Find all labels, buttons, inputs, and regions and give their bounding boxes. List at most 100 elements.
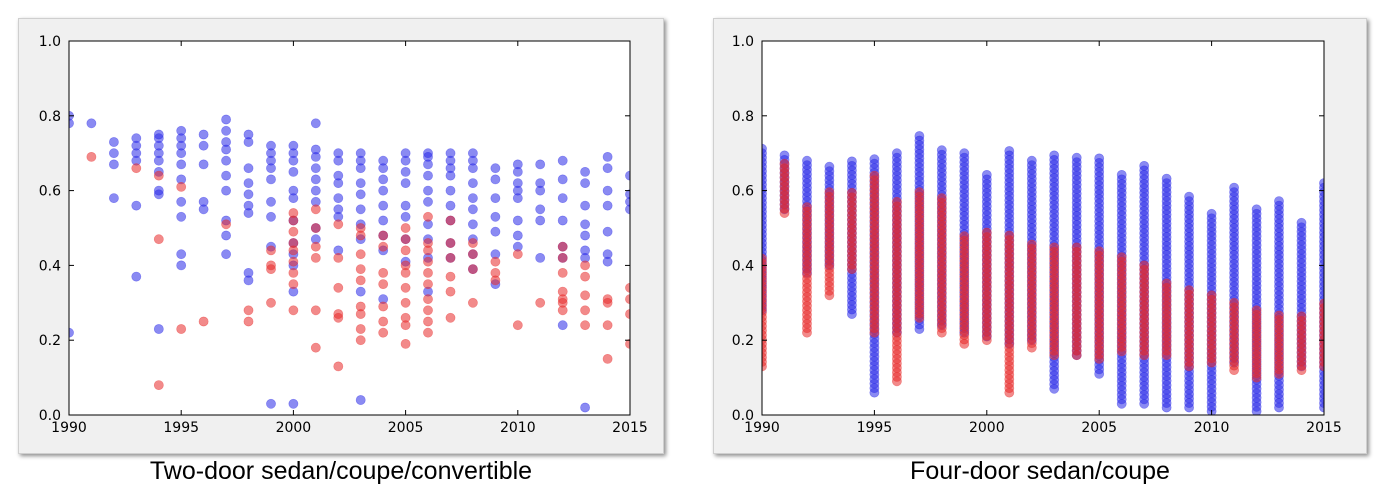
point-blue (266, 398, 276, 409)
point-blue (221, 114, 231, 125)
scatter-plot-four-door: 1990 1995 2000 2005 2010 2015 0.0 0.2 0.4 0.6 0.8 1… (732, 34, 1342, 436)
point-red (355, 275, 366, 286)
point-blue (936, 145, 947, 156)
point-red (333, 252, 344, 263)
point-blue (580, 230, 590, 241)
point-blue (625, 204, 630, 215)
y-tick-label: 0.0 (39, 408, 61, 424)
point-red (400, 297, 411, 308)
point-blue (243, 178, 254, 188)
point-blue (467, 178, 478, 188)
point-blue (535, 204, 546, 215)
point-blue (288, 193, 299, 203)
point-blue (580, 219, 590, 230)
point-red (423, 305, 433, 316)
point-red (1251, 305, 1262, 316)
point-blue (1229, 182, 1239, 193)
point-red (153, 234, 164, 245)
point-red (602, 297, 613, 308)
x-tick-label: 2000 (276, 420, 312, 436)
point-blue (490, 211, 501, 222)
point-red (310, 223, 321, 233)
point-red (153, 170, 164, 181)
point-blue (176, 148, 187, 159)
y-tick-label: 0.4 (39, 258, 61, 274)
point-blue (400, 178, 411, 188)
point-blue (512, 215, 523, 226)
point-red (580, 320, 590, 331)
point-blue (580, 166, 590, 177)
point-red (355, 335, 366, 346)
point-blue (580, 402, 590, 413)
point-blue (198, 129, 209, 140)
point-blue (153, 189, 164, 200)
point-blue (109, 193, 119, 203)
point-red (445, 252, 456, 263)
point-blue (1206, 208, 1217, 219)
point-red (310, 204, 321, 215)
point-red (378, 267, 389, 278)
plot-area (762, 41, 1324, 415)
point-blue (914, 131, 925, 141)
point-blue (423, 170, 433, 181)
point-red (288, 215, 299, 226)
point-red (378, 279, 389, 289)
y-tick-label: 0.8 (39, 109, 61, 125)
point-red (1116, 252, 1127, 263)
x-tick-label: 2005 (388, 420, 424, 436)
point-blue (1116, 169, 1127, 180)
point-blue (221, 155, 231, 166)
x-tick-label: 1990 (744, 420, 780, 436)
point-blue (557, 155, 568, 166)
point-blue (869, 154, 880, 165)
scatter-plot-two-door: 1990 1995 2000 2005 2010 2015 0.0 0.2 0.4 0.6 0.8 1… (39, 34, 648, 436)
caption-two-door: Two-door sedan/coupe/convertible (149, 457, 533, 485)
point-red (602, 353, 613, 364)
point-red (1184, 285, 1194, 295)
point-red (423, 316, 433, 327)
point-blue (288, 166, 299, 177)
point-blue (423, 159, 433, 170)
point-blue (176, 260, 187, 271)
point-red (288, 279, 299, 289)
point-blue (602, 151, 613, 162)
point-blue (355, 178, 366, 188)
point-blue (1274, 196, 1284, 206)
point-red (266, 245, 276, 256)
point-red (288, 267, 299, 278)
point-blue (1049, 150, 1060, 161)
point-red (378, 316, 389, 327)
point-red (625, 294, 630, 304)
point-blue (109, 137, 119, 147)
chart-panel-four-door: 1990 1995 2000 2005 2010 2015 0.0 0.2 0.4 0.6 0.8 1… (713, 18, 1367, 454)
y-tick-label: 0.2 (732, 333, 754, 349)
plot-frame (68, 40, 631, 416)
point-blue (891, 148, 902, 159)
point-blue (176, 249, 187, 260)
point-blue (198, 159, 209, 170)
point-red (266, 264, 276, 274)
point-blue (243, 275, 254, 286)
point-blue (445, 200, 456, 211)
point-blue (1296, 217, 1307, 228)
point-red (535, 297, 546, 308)
point-red (333, 219, 344, 230)
point-blue (400, 155, 411, 166)
point-blue (625, 196, 630, 207)
point-red (1139, 260, 1150, 271)
point-blue (602, 163, 613, 174)
point-red (333, 361, 344, 372)
point-red (512, 320, 523, 331)
point-blue (602, 226, 613, 237)
point-blue (131, 271, 142, 282)
point-blue (512, 193, 523, 203)
plot-frame (761, 40, 1325, 416)
y-tick-label: 0.4 (732, 258, 754, 274)
point-red (445, 238, 456, 248)
point-red (891, 196, 902, 207)
y-tick-label: 0.0 (732, 408, 754, 424)
point-blue (176, 211, 187, 222)
point-red (445, 215, 456, 226)
point-blue (243, 189, 254, 200)
point-blue (467, 219, 478, 230)
